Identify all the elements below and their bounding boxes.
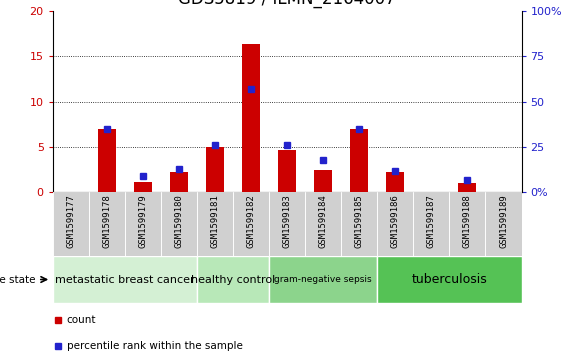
Title: GDS5819 / ILMN_2164007: GDS5819 / ILMN_2164007: [178, 0, 396, 8]
Bar: [53, 256, 197, 303]
Text: GSM1599184: GSM1599184: [319, 194, 328, 248]
Text: GSM1599186: GSM1599186: [391, 194, 400, 248]
Bar: [197, 256, 269, 303]
Text: count: count: [67, 315, 96, 325]
Bar: [377, 192, 413, 256]
Bar: [278, 150, 296, 192]
Text: GSM1599188: GSM1599188: [463, 194, 472, 248]
Text: tuberculosis: tuberculosis: [411, 273, 488, 286]
Text: GSM1599178: GSM1599178: [103, 194, 111, 248]
Bar: [350, 129, 368, 192]
Bar: [134, 182, 152, 192]
Text: disease state: disease state: [0, 274, 36, 285]
Text: metastatic breast cancer: metastatic breast cancer: [55, 274, 195, 285]
Bar: [170, 172, 188, 192]
Bar: [485, 192, 522, 256]
Bar: [53, 192, 89, 256]
Bar: [449, 192, 485, 256]
Text: GSM1599180: GSM1599180: [175, 194, 183, 248]
Text: GSM1599182: GSM1599182: [247, 194, 255, 248]
Text: GSM1599179: GSM1599179: [138, 194, 148, 248]
Bar: [413, 192, 449, 256]
Bar: [161, 192, 197, 256]
Bar: [377, 256, 522, 303]
Text: GSM1599185: GSM1599185: [355, 194, 364, 248]
Bar: [269, 256, 377, 303]
Bar: [305, 192, 341, 256]
Text: GSM1599181: GSM1599181: [210, 194, 220, 248]
Bar: [89, 192, 125, 256]
Bar: [98, 129, 116, 192]
Bar: [269, 192, 305, 256]
Bar: [125, 192, 161, 256]
Text: GSM1599183: GSM1599183: [282, 194, 292, 248]
Bar: [314, 170, 332, 192]
Text: percentile rank within the sample: percentile rank within the sample: [67, 341, 243, 351]
Text: GSM1599189: GSM1599189: [499, 194, 508, 248]
Bar: [206, 147, 224, 192]
Bar: [341, 192, 377, 256]
Bar: [458, 183, 476, 192]
Text: GSM1599187: GSM1599187: [427, 194, 436, 248]
Text: gram-negative sepsis: gram-negative sepsis: [274, 275, 372, 284]
Bar: [386, 172, 404, 192]
Bar: [242, 44, 260, 192]
Text: GSM1599177: GSM1599177: [66, 194, 75, 248]
Bar: [233, 192, 269, 256]
Bar: [197, 192, 233, 256]
Text: healthy control: healthy control: [191, 274, 275, 285]
